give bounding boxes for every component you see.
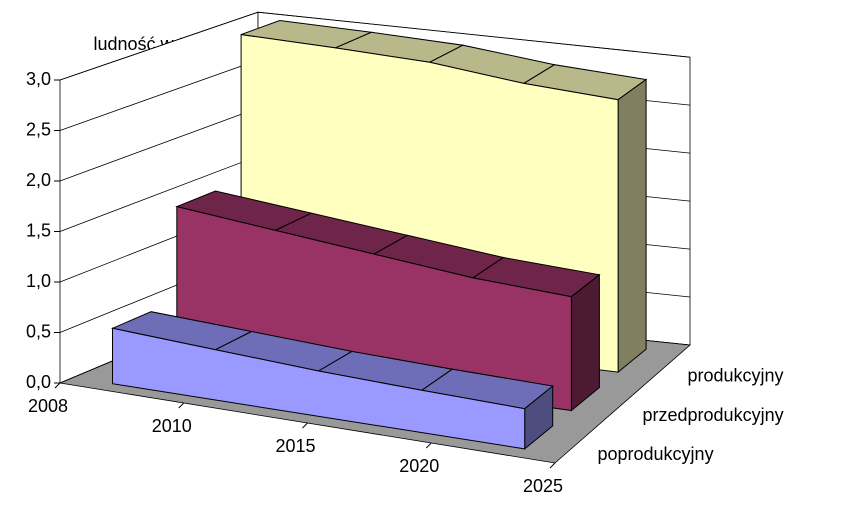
x-tick-label: 2015 [275,436,315,456]
y-tick-label: 2,0 [26,170,51,190]
area-side [570,273,600,412]
y-tick-label: 1,0 [26,271,51,291]
x-tick-label: 2020 [399,456,439,476]
legend-label: przedprodukcyjny [643,405,784,425]
y-tick-label: 2,5 [26,119,51,139]
y-tick-label: 0,5 [26,321,51,341]
x-tick [178,402,185,409]
x-tick-label: 2008 [28,396,68,416]
y-tick-label: 1,5 [26,220,51,240]
x-tick [54,382,61,389]
area-side [617,78,647,374]
y-tick-label: 3,0 [26,69,51,89]
x-tick [302,422,308,429]
x-tick-label: 2010 [152,416,192,436]
y-tick-label: 0,0 [26,372,51,392]
x-tick [425,442,432,449]
legend-label: poprodukcyjny [598,444,714,464]
area [112,327,526,450]
grid-line [59,11,691,81]
legend-label: produkcyjny [688,365,784,385]
x-tick-label: 2025 [523,476,563,496]
x-tick [549,462,556,469]
